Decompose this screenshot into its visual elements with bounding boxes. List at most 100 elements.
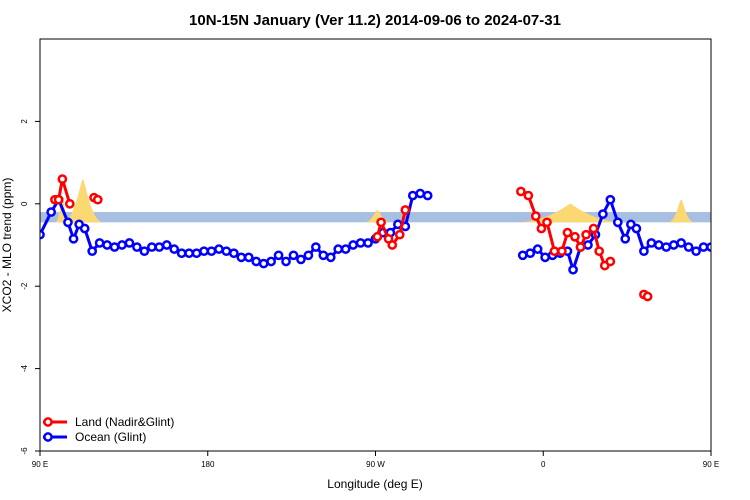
ocean-point-0-40	[333, 244, 344, 254]
ocean-point-0-29	[251, 256, 262, 267]
ocean-point-0-15	[146, 242, 157, 252]
plot-area	[40, 174, 750, 302]
ocean-point-0-39	[325, 252, 336, 263]
ocean-point-1-27	[715, 241, 722, 248]
y-tick-label-4: 2	[20, 119, 29, 124]
x-axis-label: Longitude (deg E)	[327, 477, 422, 491]
ocean-point-0-24	[214, 244, 224, 254]
ocean-point-1-1	[525, 248, 536, 259]
ocean-point-0-51	[415, 188, 426, 199]
ocean-point-0-8	[94, 238, 105, 248]
ocean-point-0-44	[363, 238, 373, 248]
land-point-0-1	[53, 194, 64, 205]
ocean-point-1-14	[620, 233, 631, 244]
land-line-5	[745, 179, 750, 204]
ocean-point-0-6	[79, 223, 90, 234]
ocean-point-0-34	[288, 250, 299, 261]
y-tick-label-3: 0	[20, 201, 29, 206]
ocean-legend-label: Ocean (Glint)	[75, 430, 146, 444]
land-point-3-5	[549, 246, 560, 257]
ocean-point-0-41	[340, 244, 351, 254]
ocean-point-0-23	[206, 246, 217, 257]
ocean-point-0-22	[199, 246, 209, 257]
land-point-3-7	[562, 227, 573, 238]
land-point-3-6	[557, 246, 567, 257]
land-point-5-0	[741, 196, 748, 203]
ocean-point-0-30	[258, 258, 269, 269]
ocean-point-1-21	[668, 240, 679, 250]
ocean-point-1-2	[532, 244, 543, 254]
x-tick-label-2: 90 W	[366, 460, 385, 469]
land-point-3-9	[575, 242, 586, 252]
ocean-point-0-3	[63, 217, 73, 228]
ocean-point-0-28	[243, 252, 254, 263]
land-point-2-0	[372, 231, 383, 242]
ocean-point-0-43	[355, 238, 366, 248]
land-point-2-5	[400, 205, 411, 215]
ocean-point-1-11	[598, 209, 608, 219]
ocean-point-0-25	[221, 246, 232, 257]
ocean-point-1-13	[612, 217, 623, 228]
land-point-5-1	[747, 175, 750, 182]
ocean-point-0-13	[132, 242, 142, 252]
land-point-3-8	[570, 231, 580, 242]
ocean-point-0-4	[68, 233, 79, 244]
land-point-3-10	[581, 229, 591, 240]
land-point-3-12	[594, 246, 605, 257]
land-point-0-2	[57, 174, 68, 184]
ocean-point-1-22	[676, 238, 687, 248]
ocean-point-1-3	[540, 252, 550, 263]
ocean-point-1-0	[517, 250, 528, 261]
ocean-point-1-20	[661, 242, 672, 252]
ocean-point-1-23	[683, 242, 694, 252]
y-tick-label-1: -4	[20, 364, 29, 372]
ocean-point-0-7	[87, 246, 98, 257]
ocean-point-0-10	[109, 242, 120, 252]
ocean-point-1-25	[698, 242, 709, 252]
land-fill-4	[668, 199, 695, 223]
ocean-point-1-19	[653, 240, 664, 250]
land-point-3-11	[588, 223, 599, 234]
land-legend-marker	[43, 417, 53, 427]
ocean-point-1-18	[646, 238, 657, 248]
land-point-1-1	[92, 194, 103, 205]
ocean-point-1-26	[706, 242, 711, 252]
ocean-point-0-27	[236, 252, 247, 263]
ocean-point-0-31	[266, 256, 276, 267]
ocean-point-0-42	[348, 240, 358, 250]
ocean-point-0-12	[124, 238, 135, 248]
y-axis-label: XCO2 - MLO trend (ppm)	[0, 178, 14, 313]
y-tick-label-0: -6	[20, 447, 29, 455]
ocean-point-0-33	[281, 256, 291, 267]
ocean-point-0-52	[422, 190, 433, 201]
ocean-point-0-32	[273, 250, 284, 261]
legend: Land (Nadir&Glint)Ocean (Glint)	[43, 415, 174, 444]
ocean-point-0-1	[46, 207, 57, 217]
ocean-point-0-35	[296, 254, 306, 265]
land-point-3-4	[542, 217, 552, 228]
land-point-2-3	[387, 240, 398, 250]
land-point-3-2	[530, 211, 541, 222]
ocean-point-0-17	[161, 240, 172, 250]
ocean-point-1-24	[691, 246, 701, 257]
ocean-point-1-7	[568, 264, 578, 275]
chart-title: 10N-15N January (Ver 11.2) 2014-09-06 to…	[189, 12, 561, 29]
x-tick-label-3: 0	[541, 460, 546, 469]
ocean-point-0-18	[169, 244, 180, 254]
y-tick-label-2: -2	[20, 282, 29, 290]
x-tick-label-1: 180	[201, 460, 215, 469]
land-point-3-14	[605, 256, 616, 267]
ocean-point-0-36	[303, 250, 314, 261]
ocean-point-0-21	[191, 248, 202, 259]
y-axis: -6 -4 -2 0 2	[20, 119, 40, 455]
ocean-point-0-16	[154, 242, 165, 252]
land-point-2-4	[394, 229, 405, 240]
x-axis: 90 E 180 90 W 0 90 E	[32, 451, 719, 469]
x-tick-label-4: 90 E	[703, 460, 719, 469]
ocean-point-0-14	[139, 246, 150, 257]
land-point-0-3	[64, 198, 75, 209]
x-tick-label-0: 90 E	[32, 460, 48, 469]
ocean-point-1-9	[583, 240, 593, 250]
land-fill-3	[515, 203, 626, 223]
